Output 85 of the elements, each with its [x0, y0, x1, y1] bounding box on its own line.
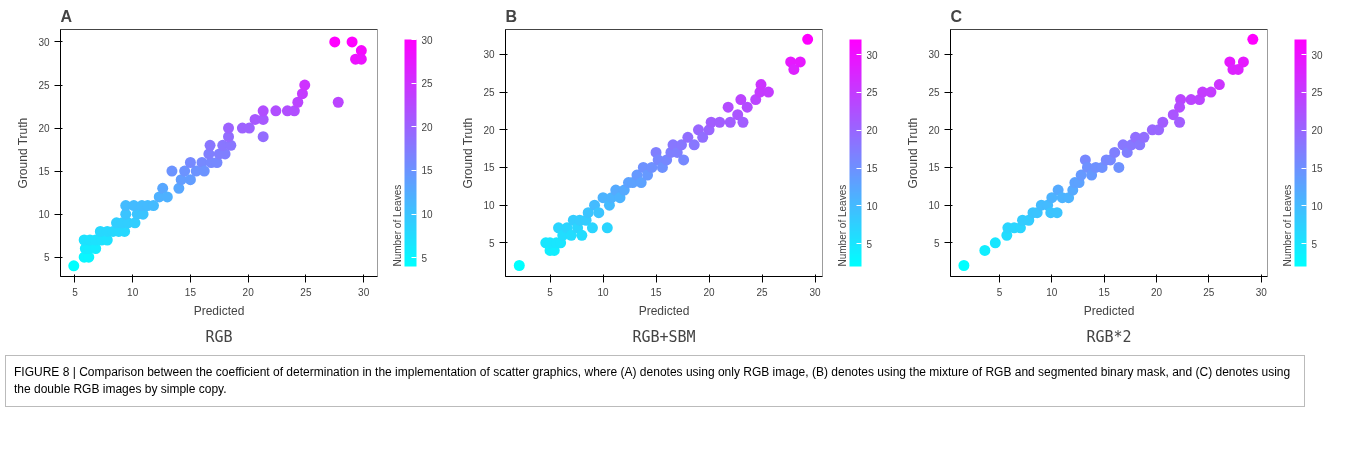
y-tick-label: 10 [483, 200, 495, 212]
point [1247, 33, 1259, 45]
y-tick-label: 20 [38, 123, 50, 135]
y-tick-label: 15 [483, 162, 495, 174]
y-tick-label: 5 [488, 237, 495, 249]
x-axis-title: Predicted [638, 303, 690, 318]
point [1174, 101, 1186, 113]
x-tick-label: 30 [358, 286, 370, 298]
y-axis-title: Ground Truth [906, 117, 921, 189]
color-bar-label: 25 [866, 87, 879, 99]
point [1205, 86, 1217, 98]
x-tick-label: 20 [703, 286, 716, 298]
x-tick-label: 25 [300, 286, 312, 298]
y-tick-label: 20 [928, 124, 940, 136]
text: RGB+SBM [632, 327, 696, 346]
color-bar-label: 15 [421, 165, 434, 177]
y-tick-label: 15 [38, 166, 50, 178]
y-axis-title: Ground Truth [16, 117, 31, 189]
point [1109, 146, 1121, 158]
chart-title: C [950, 7, 963, 25]
chart-title: B [505, 7, 518, 25]
y-tick-label: 30 [928, 49, 940, 61]
x-axis-title: Predicted [1083, 303, 1135, 318]
point [1157, 116, 1169, 128]
x-tick-label: 10 [1046, 286, 1058, 298]
y-tick-label: 30 [483, 49, 495, 61]
x-tick-label: 5 [72, 286, 79, 298]
x-tick-label: 25 [1203, 286, 1215, 298]
point [979, 244, 991, 256]
y-tick-label: 25 [38, 80, 50, 92]
color-bar-label: 30 [866, 49, 879, 61]
color-bar-label: 5 [421, 252, 428, 264]
color-bar-label: 20 [1311, 125, 1324, 137]
x-tick-label: 5 [996, 286, 1003, 298]
caption: FIGURE 8 | Comparison between the coefficient of determination in the implementation of scatter graphics, where (A) denotes using only RGB image, (B) denotes using the mixture of RGB and segmented binary mask, and (C) denotes using the double RGB images by simple copy. [5, 355, 1305, 408]
point [1138, 131, 1150, 143]
color-bar-label: 5 [866, 238, 873, 250]
point [1167, 109, 1179, 121]
y-tick-label: 5 [933, 237, 940, 249]
y-tick-label: 5 [43, 252, 50, 264]
x-tick-label: 30 [1255, 286, 1268, 298]
x-tick-label: 25 [756, 286, 769, 298]
color-bar-label: 10 [1311, 200, 1324, 212]
x-tick-label: 10 [597, 286, 610, 298]
x-tick-label: 20 [1150, 286, 1163, 298]
y-axis-title: Ground Truth [461, 117, 476, 189]
color-bar-label: 5 [1311, 238, 1318, 250]
point [1113, 161, 1125, 173]
color-bar-label: 15 [1311, 163, 1324, 175]
text: RGB [205, 327, 233, 346]
color-bar-label: 20 [421, 121, 434, 133]
color-bar-label: 10 [421, 209, 434, 221]
point [958, 260, 970, 271]
text: RGB*2 [1086, 327, 1132, 346]
point [1237, 56, 1249, 68]
x-tick-label: 15 [1098, 286, 1111, 298]
x-axis-title: Predicted [193, 303, 245, 318]
x-tick-label: 15 [184, 286, 197, 298]
color-bar-label: 30 [421, 34, 434, 46]
y-tick-label: 25 [483, 87, 495, 99]
color-bar-label: 25 [1311, 87, 1324, 99]
x-tick-label: 15 [650, 286, 663, 298]
color-bar-label: 25 [421, 78, 434, 90]
y-tick-label: 15 [928, 162, 940, 174]
x-tick-label: 10 [127, 286, 139, 298]
y-tick-label: 25 [928, 87, 940, 99]
chart-title: A [60, 7, 73, 25]
color-bar-title: Number of Leaves [1281, 184, 1293, 267]
y-tick-label: 20 [483, 124, 495, 136]
y-tick-label: 30 [38, 36, 50, 48]
x-tick-label: 20 [242, 286, 255, 298]
point [1213, 79, 1225, 91]
color-bar-label: 20 [866, 125, 879, 137]
color-bar-label: 10 [866, 200, 879, 212]
color-bar-title: Number of Leaves [836, 184, 848, 267]
point [1174, 116, 1186, 128]
color-bar-label: 30 [1311, 49, 1324, 61]
point [1046, 192, 1058, 204]
color-bar-title: Number of Leaves [391, 184, 403, 267]
x-tick-label: 30 [809, 286, 822, 298]
color-bar-label: 15 [866, 163, 879, 175]
point [989, 237, 1001, 249]
y-tick-label: 10 [38, 209, 50, 221]
y-tick-label: 10 [928, 200, 940, 212]
x-tick-label: 5 [547, 286, 554, 298]
